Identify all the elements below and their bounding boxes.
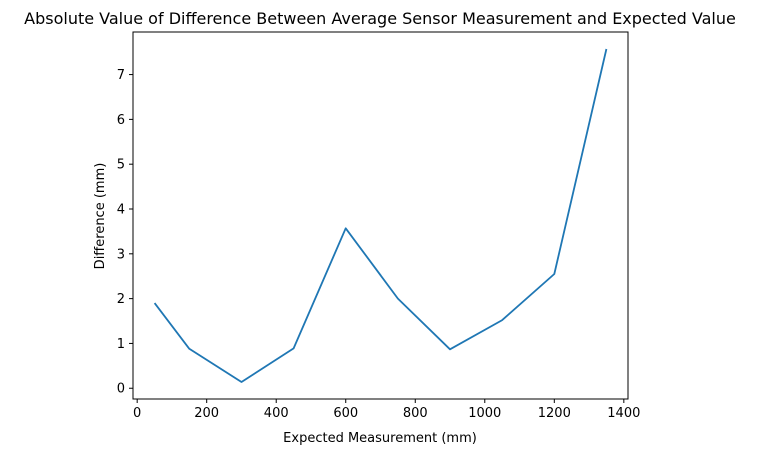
series-line [153,48,608,383]
x-tick-label: 200 [194,406,219,421]
y-tick-label: 3 [117,247,125,262]
y-axis-label: Difference (mm) [93,163,108,270]
x-tick-label: 0 [133,406,141,421]
x-tick-label: 400 [264,406,289,421]
series-layer [153,48,608,383]
y-tick-label: 4 [117,203,125,218]
plot-frame [132,31,629,400]
y-tick-label: 7 [117,68,125,83]
x-tick-label: 1200 [538,406,571,421]
x-tick-label: 1400 [607,406,640,421]
y-tick-label: 0 [117,382,125,397]
x-axis-ticks: 0 200 400 600 800 1000 1200 1400 [133,399,640,421]
y-tick-label: 2 [117,292,125,307]
y-tick-label: 1 [117,337,125,352]
x-tick-label: 600 [333,406,358,421]
x-tick-label: 800 [403,406,428,421]
x-tick-label: 1000 [468,406,501,421]
y-axis-ticks: 0 1 2 3 4 5 6 7 [117,68,133,397]
x-axis-label: Expected Measurement (mm) [283,431,477,446]
y-tick-label: 6 [117,113,125,128]
y-tick-label: 5 [117,158,125,173]
chart-title: Absolute Value of Difference Between Ave… [24,9,736,28]
